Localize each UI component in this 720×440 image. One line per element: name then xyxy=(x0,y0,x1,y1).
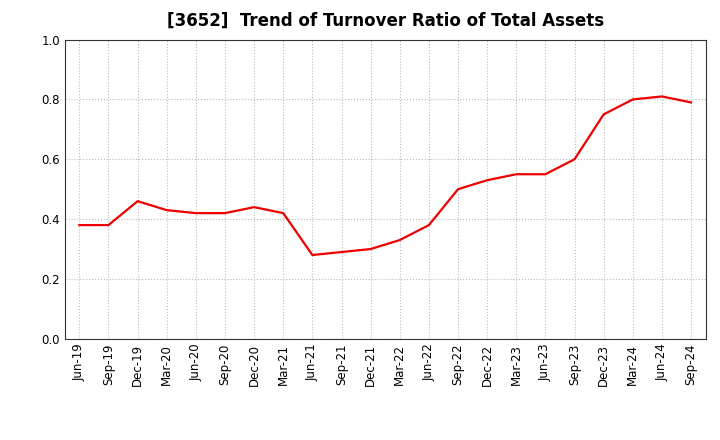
Title: [3652]  Trend of Turnover Ratio of Total Assets: [3652] Trend of Turnover Ratio of Total … xyxy=(166,12,604,30)
